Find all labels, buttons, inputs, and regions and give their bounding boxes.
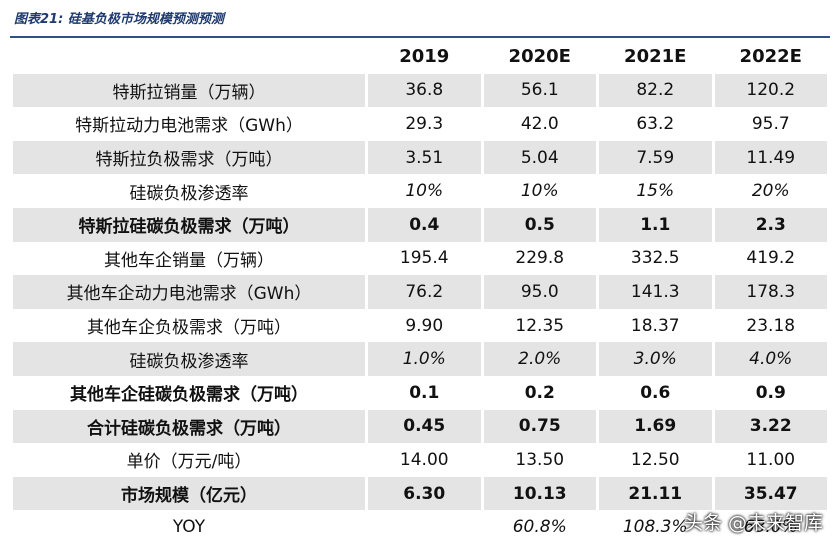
row-label: 硅碳负极渗透率	[129, 183, 249, 204]
row: 其他车企硅碳负极需求（万吨） 0.1 0.2 0.6 0.9	[13, 376, 827, 410]
row-label: 合计硅碳负极需求（万吨）	[13, 409, 365, 444]
cell: 0.45	[368, 409, 481, 444]
row: 其他车企销量（万辆） 195.4 229.8 332.5 419.2	[13, 242, 827, 276]
cell: 3.22	[714, 409, 827, 444]
row-label: 特斯拉负极需求（万吨）	[13, 140, 365, 175]
cell: 10.13	[483, 476, 596, 511]
empty-cell	[368, 510, 481, 544]
column-header: 2021E	[624, 46, 687, 68]
watermark: 头条 @未来智库	[683, 512, 823, 534]
row-label: 其他车企动力电池需求（GWh）	[13, 275, 365, 309]
cell: 0.4	[368, 207, 481, 242]
row-label: 特斯拉动力电池需求（GWh）	[75, 116, 303, 137]
cell: 36.8	[368, 73, 481, 108]
column-header: 2022E	[739, 46, 802, 68]
cell: 35.47	[714, 476, 827, 511]
header-row: 2019 2020E 2021E 2022E	[13, 40, 827, 74]
cell: 56.1	[483, 73, 596, 108]
cell: 0.9	[755, 382, 786, 403]
cell: 63.2	[636, 113, 675, 134]
row-label: 特斯拉销量（万辆）	[13, 73, 365, 108]
row: 特斯拉负极需求（万吨） 3.51 5.04 7.59 11.49	[13, 140, 827, 175]
cell: 1.69	[599, 409, 712, 444]
row-label: 单价（万元/吨）	[126, 452, 252, 473]
cell: 6.30	[368, 476, 481, 511]
cell: 0.1	[409, 382, 440, 403]
corner	[13, 40, 365, 74]
row: 合计硅碳负极需求（万吨） 0.45 0.75 1.69 3.22	[13, 409, 827, 444]
cell: 0.6	[640, 382, 671, 403]
cell: 10%	[520, 181, 559, 202]
title-rule	[10, 36, 830, 38]
cell: 95.7	[751, 113, 790, 134]
cell: 23.18	[746, 315, 796, 336]
row-label: 特斯拉硅碳负极需求（万吨）	[13, 207, 365, 242]
cell: 3.51	[368, 140, 481, 175]
cell: 14.00	[399, 449, 449, 470]
row: YOY 60.8% 108.3% 68.0%	[13, 510, 827, 544]
row: 市场规模（亿元） 6.30 10.13 21.11 35.47	[13, 476, 827, 511]
cell: 42.0	[520, 113, 559, 134]
cell: 12.35	[515, 315, 565, 336]
row-label: 其他车企负极需求（万吨）	[87, 318, 291, 339]
cell: 195.4	[399, 248, 449, 269]
cell: 20%	[751, 181, 790, 202]
cell: 3.0%	[599, 342, 712, 376]
cell: 11.49	[714, 140, 827, 175]
row-label: 硅碳负极渗透率	[13, 342, 365, 376]
cell: 76.2	[368, 275, 481, 309]
cell: 13.50	[515, 449, 565, 470]
column-header: 2019	[399, 46, 450, 68]
cell: 21.11	[599, 476, 712, 511]
cell: 120.2	[714, 73, 827, 108]
cell: 11.00	[746, 449, 796, 470]
row-label: 其他车企销量（万辆）	[104, 250, 274, 271]
cell: 1.0%	[368, 342, 481, 376]
row: 其他车企动力电池需求（GWh） 76.2 95.0 141.3 178.3	[13, 275, 827, 309]
cell: 7.59	[599, 140, 712, 175]
cell: 15%	[636, 181, 675, 202]
cell: 178.3	[714, 275, 827, 309]
row-label: 其他车企硅碳负极需求（万吨）	[70, 385, 308, 406]
row: 特斯拉销量（万辆） 36.8 56.1 82.2 120.2	[13, 73, 827, 108]
row: 其他车企负极需求（万吨） 9.90 12.35 18.37 23.18	[13, 309, 827, 343]
row-label: 市场规模（亿元）	[13, 476, 365, 511]
row: 特斯拉动力电池需求（GWh） 29.3 42.0 63.2 95.7	[13, 107, 827, 141]
cell: 5.04	[483, 140, 596, 175]
cell: 0.75	[483, 409, 596, 444]
cell: 108.3%	[622, 517, 688, 538]
cell: 12.50	[630, 449, 680, 470]
cell: 0.2	[524, 382, 555, 403]
row: 单价（万元/吨） 14.00 13.50 12.50 11.00	[13, 443, 827, 477]
row: 硅碳负极渗透率 10% 10% 15% 20%	[13, 174, 827, 208]
row-label: YOY	[172, 517, 206, 538]
column-header: 2020E	[508, 46, 571, 68]
cell: 2.3	[714, 207, 827, 242]
cell: 18.37	[630, 315, 680, 336]
cell: 10%	[405, 181, 444, 202]
cell: 82.2	[599, 73, 712, 108]
cell: 68.0%	[743, 517, 798, 538]
cell: 4.0%	[714, 342, 827, 376]
cell: 419.2	[746, 248, 796, 269]
cell: 2.0%	[483, 342, 596, 376]
title: 图表21: 硅基负极市场规模预测预测	[14, 12, 224, 27]
row: 硅碳负极渗透率 1.0% 2.0% 3.0% 4.0%	[13, 342, 827, 376]
cell: 141.3	[599, 275, 712, 309]
cell: 60.8%	[512, 517, 567, 538]
cell: 229.8	[515, 248, 565, 269]
cell: 332.5	[630, 248, 680, 269]
table: 2019 2020E 2021E 2022E 特斯拉销量（万辆） 36.8 56.1 82.…	[10, 40, 830, 544]
cell: 29.3	[405, 113, 444, 134]
cell: 95.0	[483, 275, 596, 309]
cell: 0.5	[483, 207, 596, 242]
cell: 1.1	[599, 207, 712, 242]
cell: 9.90	[405, 315, 444, 336]
row: 特斯拉硅碳负极需求（万吨） 0.4 0.5 1.1 2.3	[13, 207, 827, 242]
